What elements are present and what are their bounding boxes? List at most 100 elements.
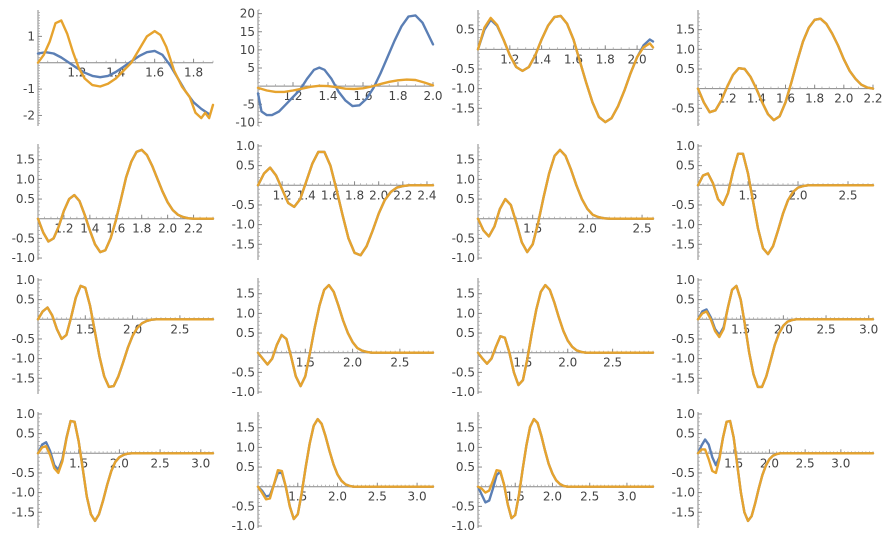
y-tick-label: 0.5 bbox=[236, 159, 255, 173]
series-model-line bbox=[256, 283, 435, 388]
y-tick-label: -0.5 bbox=[452, 499, 475, 513]
x-tick-label: 1.2 bbox=[67, 66, 86, 80]
x-tick-label: 3.0 bbox=[831, 456, 850, 470]
y-tick-label: 1.0 bbox=[456, 440, 475, 454]
y-tick-label: -0.5 bbox=[672, 198, 695, 212]
chart-panel-4: 1.51.00.5-0.51.2 1.4 1.6 1.8 2.0 2.2 bbox=[672, 10, 883, 126]
y-tick-label: 0.5 bbox=[236, 460, 255, 474]
chart-panel-15: 1.5 1.0 0.5 -0.5 -1.0 1.5 2.0 2.5 3.0 bbox=[452, 412, 655, 533]
y-tick-label: 0.5 bbox=[16, 427, 35, 441]
x-tick-label: 2.5 bbox=[838, 188, 857, 202]
x-tick-label: 2.0 bbox=[543, 490, 562, 504]
y-tick-label: -1.0 bbox=[452, 82, 475, 96]
series-reference-line bbox=[696, 17, 875, 122]
x-tick-label: 1.8 bbox=[596, 52, 615, 66]
x-tick-label: 2.2 bbox=[863, 92, 882, 106]
x-tick-label: 2.0 bbox=[123, 322, 142, 336]
y-tick-label: -1.5 bbox=[672, 237, 695, 251]
y-tick-label: -1.0 bbox=[452, 519, 475, 533]
y-tick-label: 1.0 bbox=[16, 273, 35, 287]
chart-panel-6: 1.00.5-0.5-1.0-1.51.2 1.4 1.6 1.8 2.0 2.2 2.4 bbox=[232, 139, 437, 260]
y-tick-label: 1.0 bbox=[676, 407, 695, 421]
y-tick-label: 1.5 bbox=[236, 421, 255, 435]
x-tick-label: 1.6 bbox=[321, 188, 340, 202]
y-tick-label: -0.5 bbox=[672, 101, 695, 115]
chart-panel-1: 1-1-21.2 1.4 1.6 1.8 bbox=[23, 10, 215, 126]
y-tick-label: 1.5 bbox=[676, 23, 695, 37]
y-tick-label: -1.0 bbox=[232, 519, 255, 533]
x-tick-label: 1.4 bbox=[532, 52, 551, 66]
y-tick-label: 20 bbox=[240, 7, 255, 21]
y-tick-label: -2 bbox=[23, 108, 35, 122]
series-reference-line bbox=[476, 148, 655, 254]
y-tick-label: -1.0 bbox=[12, 352, 35, 366]
y-tick-label: 1.0 bbox=[456, 306, 475, 320]
y-tick-label: -0.5 bbox=[232, 198, 255, 212]
x-tick-label: 3.0 bbox=[617, 490, 636, 504]
x-tick-label: 2.5 bbox=[633, 222, 652, 236]
y-tick-label: 0.5 bbox=[456, 192, 475, 206]
chart-panel-5: 1.51.00.5-0.5-1.01.2 1.4 1.6 1.8 2.0 2.2 bbox=[12, 144, 215, 265]
y-tick-label: 15 bbox=[240, 25, 255, 39]
x-tick-label: 2.5 bbox=[368, 490, 387, 504]
y-tick-label: -1.0 bbox=[232, 385, 255, 399]
y-tick-label: -1.5 bbox=[12, 505, 35, 519]
y-tick-label: 1 bbox=[27, 29, 35, 43]
y-tick-label: 0.5 bbox=[676, 293, 695, 307]
y-tick-label: 0.5 bbox=[16, 192, 35, 206]
x-tick-label: 2.0 bbox=[110, 456, 129, 470]
x-tick-label: 2.0 bbox=[158, 222, 177, 236]
x-tick-label: 1.5 bbox=[76, 322, 95, 336]
x-tick-label: 2.5 bbox=[603, 356, 622, 370]
y-tick-label: 0.5 bbox=[676, 62, 695, 76]
y-tick-label: 1.5 bbox=[456, 153, 475, 167]
x-tick-label: 1.8 bbox=[132, 222, 151, 236]
y-tick-label: -0.5 bbox=[12, 466, 35, 480]
y-tick-label: 1.5 bbox=[16, 153, 35, 167]
x-tick-label: 2.0 bbox=[578, 222, 597, 236]
series-model-line bbox=[36, 419, 215, 523]
x-tick-label: 2.2 bbox=[184, 222, 203, 236]
y-tick-label: 1.0 bbox=[456, 172, 475, 186]
series-model-line bbox=[476, 14, 655, 124]
y-tick-label: 1.0 bbox=[236, 440, 255, 454]
series-model-line bbox=[256, 150, 435, 257]
y-tick-label: -1.5 bbox=[232, 237, 255, 251]
x-tick-label: 2.2 bbox=[393, 188, 412, 202]
series-reference-line bbox=[36, 419, 215, 523]
y-tick-label: -0.5 bbox=[232, 499, 255, 513]
x-tick-label: 1.6 bbox=[145, 66, 164, 80]
series-model-line bbox=[36, 49, 211, 116]
chart-panel-8: 1.00.5-0.5-1.0-1.51.5 2.0 2.5 bbox=[672, 139, 875, 260]
y-tick-label: 1.0 bbox=[236, 306, 255, 320]
y-tick-label: 0.5 bbox=[236, 326, 255, 340]
series-reference-line bbox=[256, 78, 435, 94]
x-tick-label: 2.5 bbox=[390, 356, 409, 370]
y-tick-label: 1.5 bbox=[236, 287, 255, 301]
x-tick-label: 1.5 bbox=[296, 356, 315, 370]
y-tick-label: -1.5 bbox=[672, 371, 695, 385]
y-tick-label: -1.0 bbox=[672, 218, 695, 232]
x-tick-label: 2.0 bbox=[558, 356, 577, 370]
y-tick-label: 1.5 bbox=[456, 421, 475, 435]
y-tick-label: -1.0 bbox=[232, 218, 255, 232]
y-tick-label: -0.5 bbox=[12, 332, 35, 346]
y-tick-label: 1.5 bbox=[456, 287, 475, 301]
series-model-line bbox=[256, 417, 435, 521]
y-tick-label: 1.0 bbox=[676, 42, 695, 56]
series-reference-line bbox=[36, 148, 215, 254]
y-tick-label: -1.0 bbox=[12, 486, 35, 500]
y-tick-label: -10 bbox=[235, 115, 255, 129]
chart-panel-10: 1.5 1.0 0.5 -0.5 -1.0 1.5 2.0 2.5 bbox=[232, 278, 435, 399]
x-tick-label: 1.5 bbox=[69, 456, 88, 470]
y-tick-label: 10 bbox=[240, 43, 255, 57]
y-tick-label: -0.5 bbox=[232, 365, 255, 379]
series-reference-line bbox=[476, 417, 655, 520]
y-tick-label: 0.5 bbox=[456, 23, 475, 37]
x-tick-label: 2.0 bbox=[423, 89, 442, 103]
chart-panel-9: 1.0 0.5 -0.5 -1.0 -1.5 1.5 2.0 2.5 bbox=[12, 273, 215, 394]
series-reference-line bbox=[696, 419, 875, 523]
series-reference-line bbox=[696, 284, 875, 389]
x-tick-label: 1.8 bbox=[805, 92, 824, 106]
